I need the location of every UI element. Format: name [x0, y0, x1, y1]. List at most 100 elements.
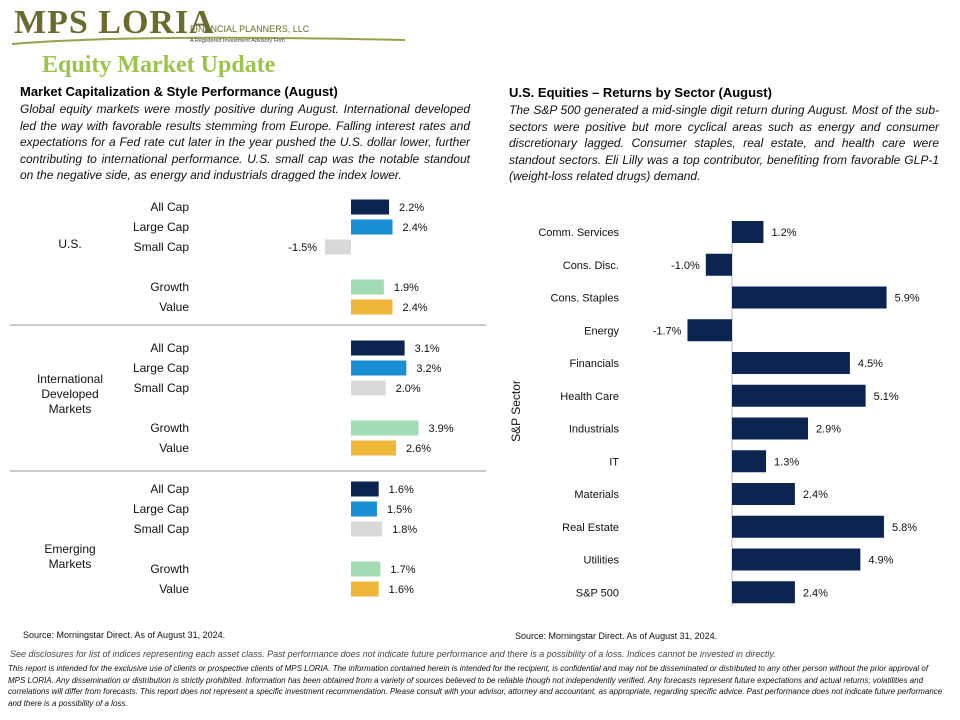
category-label: IT	[609, 456, 619, 468]
sector-returns-chart: Comm. Services 1.2% Cons. Disc. -1.0% Cons. …	[509, 219, 920, 606]
data-label: 1.5%	[387, 504, 412, 516]
bar	[351, 279, 384, 295]
category-label: Energy	[584, 325, 619, 337]
category-label: Real Estate	[562, 522, 619, 534]
bar	[351, 360, 407, 376]
right-source: Source: Morningstar Direct. As of August…	[515, 631, 718, 641]
bar	[732, 352, 850, 374]
bar	[325, 239, 351, 255]
bar	[351, 420, 419, 436]
data-label: 2.9%	[816, 424, 841, 436]
bar	[351, 581, 379, 597]
category-label: Large Cap	[133, 502, 189, 516]
category-label: Value	[159, 441, 189, 455]
data-label: -1.5%	[288, 242, 317, 254]
left-section-title: Market Capitalization & Style Performanc…	[20, 84, 338, 99]
data-label: -1.0%	[671, 260, 700, 272]
category-label: All Cap	[150, 200, 189, 214]
bar	[351, 340, 405, 356]
category-label: Materials	[574, 489, 619, 501]
category-label: Growth	[150, 421, 189, 435]
category-label: Health Care	[560, 391, 619, 403]
data-label: 2.6%	[406, 443, 431, 455]
group-label-1: Developed	[41, 387, 98, 401]
logo-tagline: A Registered Investment Advisory Firm	[190, 38, 285, 44]
bar	[732, 581, 795, 604]
bar	[705, 253, 732, 276]
data-label: 1.9%	[394, 282, 419, 294]
style-performance-chart: U.S. All Cap 2.2% Large Cap 2.4% Small Cap -1.…	[10, 199, 486, 597]
category-label: Large Cap	[133, 361, 189, 375]
left-section-body: Global equity markets were mostly positi…	[20, 102, 470, 182]
group-label-0: U.S.	[58, 237, 81, 251]
category-label: Small Cap	[134, 240, 190, 254]
bar	[732, 286, 887, 309]
bar	[351, 219, 393, 235]
data-label: 2.2%	[399, 202, 424, 214]
data-label: 1.3%	[774, 456, 799, 468]
bar	[732, 384, 866, 407]
data-label: 3.9%	[428, 423, 453, 435]
data-label: 4.5%	[858, 358, 883, 370]
category-label: Value	[159, 300, 189, 314]
data-label: 1.6%	[389, 584, 414, 596]
bar	[351, 199, 390, 215]
category-label: Small Cap	[134, 522, 190, 536]
right-section-title: U.S. Equities – Returns by Sector (Augus…	[509, 85, 772, 100]
disclaimer-report: This report is intended for the exclusiv…	[8, 664, 943, 708]
logo-name: MPS LORIA	[14, 4, 215, 41]
page-title: Equity Market Update	[42, 52, 276, 78]
data-label: 5.9%	[895, 293, 920, 305]
category-label: Growth	[150, 562, 189, 576]
logo-subtitle: FINANCIAL PLANNERS, LLC	[190, 24, 310, 34]
category-label: Growth	[150, 280, 189, 294]
bar	[732, 483, 795, 505]
category-label: Value	[159, 582, 189, 596]
data-label: 2.4%	[403, 222, 428, 234]
category-label: Utilities	[584, 555, 620, 567]
category-label: All Cap	[150, 341, 189, 355]
category-label: Comm. Services	[538, 227, 619, 239]
category-label: Cons. Disc.	[563, 260, 619, 272]
group-label-2: Markets	[49, 557, 92, 571]
bar	[351, 299, 393, 315]
category-label: Cons. Staples	[551, 293, 620, 305]
category-label: Small Cap	[134, 381, 190, 395]
data-label: 1.6%	[389, 484, 414, 496]
bar	[351, 481, 379, 497]
data-label: 3.2%	[416, 363, 441, 375]
bar	[687, 319, 732, 342]
bar	[351, 521, 383, 537]
right-section-body: The S&P 500 generated a mid-single digit…	[509, 103, 939, 183]
group-label-1: International	[37, 372, 103, 386]
left-source: Source: Morningstar Direct. As of August…	[23, 630, 226, 640]
bar	[351, 380, 386, 396]
data-label: 3.1%	[415, 343, 440, 355]
data-label: 4.9%	[868, 555, 893, 567]
data-label: 1.7%	[390, 564, 415, 576]
category-label: Financials	[569, 358, 619, 370]
bar	[351, 440, 396, 456]
bar	[732, 221, 764, 243]
bar	[732, 417, 808, 440]
data-label: 1.2%	[771, 227, 796, 239]
group-label-2: Emerging	[44, 542, 95, 556]
data-label: 5.1%	[874, 391, 899, 403]
data-label: 2.0%	[396, 383, 421, 395]
logo: MPS LORIA FINANCIAL PLANNERS, LLC A Regi…	[10, 4, 410, 50]
data-label: 2.4%	[803, 587, 828, 599]
bar	[732, 515, 884, 538]
data-label: 5.8%	[892, 522, 917, 534]
disclaimer-indices: See disclosures for list of indices repr…	[10, 649, 776, 659]
data-label: 2.4%	[403, 302, 428, 314]
category-label: S&P 500	[576, 587, 619, 599]
category-label: All Cap	[150, 482, 189, 496]
data-label: -1.7%	[653, 325, 682, 337]
category-label: Industrials	[569, 424, 620, 436]
bar	[351, 501, 377, 517]
y-axis-label: S&P Sector	[509, 380, 523, 442]
bar	[732, 450, 767, 473]
category-label: Large Cap	[133, 220, 189, 234]
data-label: 2.4%	[803, 489, 828, 501]
bar	[732, 548, 861, 571]
